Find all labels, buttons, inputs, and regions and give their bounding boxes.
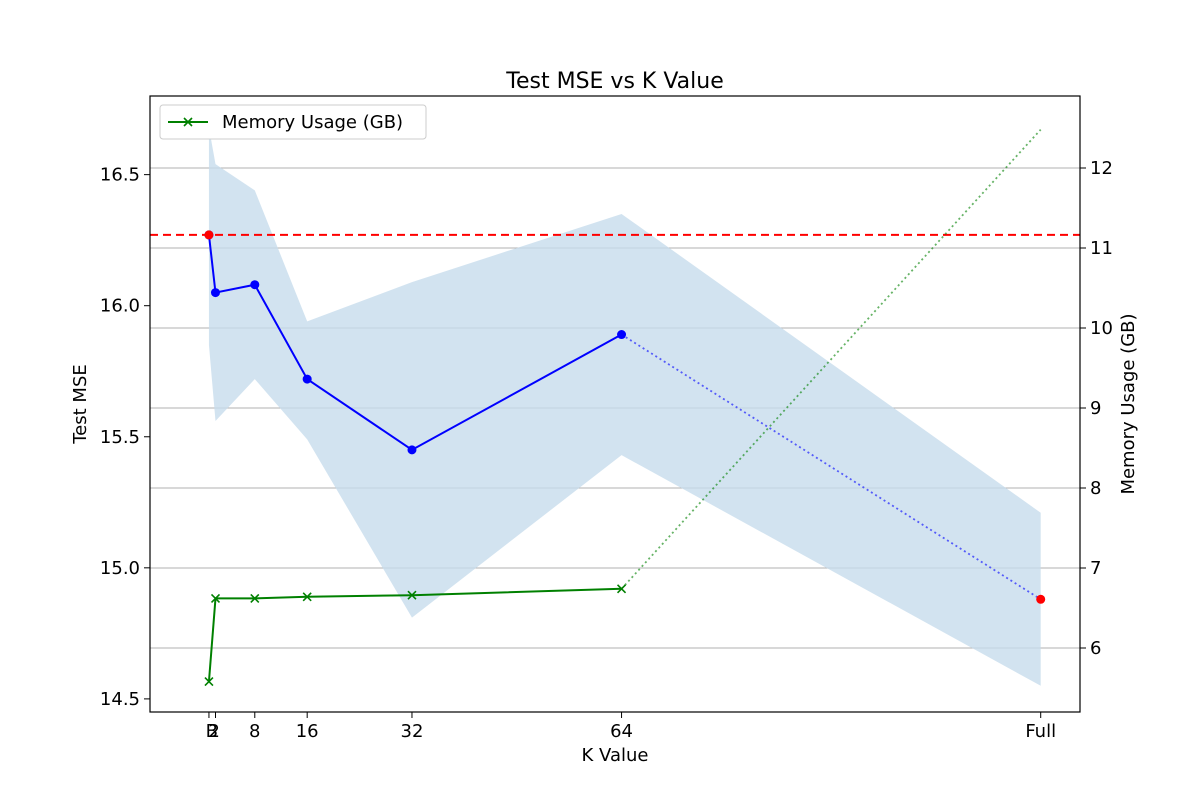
x-tick-label: 64: [610, 721, 633, 742]
band-area: [208, 127, 1041, 686]
x-axis-label: K Value: [582, 745, 649, 766]
y-tick-label: 16.5: [100, 165, 140, 186]
x-tick-label: B: [206, 721, 218, 742]
y-tick-label: 15.5: [100, 427, 140, 448]
y2-tick-label: 9: [1090, 398, 1101, 419]
data-point: [204, 230, 214, 240]
y-axis-left: 14.5 15.0 15.5 16.0 16.5: [100, 165, 150, 710]
legend-label-memory: Memory Usage (GB): [222, 112, 403, 133]
y-axis-label: Test MSE: [70, 364, 91, 445]
y2-tick-label: 8: [1090, 478, 1101, 499]
plot-frame: [149, 95, 1081, 713]
y-tick-label: 15.0: [100, 558, 140, 579]
series-line-4: [620, 128, 1042, 590]
y2-tick-label: 11: [1090, 238, 1113, 259]
y2-tick-label: 7: [1090, 558, 1101, 579]
y2-tick-label: 6: [1090, 638, 1101, 659]
chart-title: Test MSE vs K Value: [505, 69, 723, 94]
x-tick-label: Full: [1025, 721, 1056, 742]
data-point-x: [407, 590, 417, 600]
y-tick-label: 16.0: [100, 296, 140, 317]
data-point-x: [204, 677, 214, 687]
x-tick-label: 2: [208, 721, 219, 742]
data-point: [210, 288, 220, 298]
series-group: [204, 128, 1046, 687]
data-point: [302, 374, 312, 384]
series-line-3: [207, 587, 622, 682]
y-tick-label: 14.5: [100, 689, 140, 710]
legend-marker-memory: [183, 117, 193, 127]
y2-tick-label: 10: [1090, 318, 1113, 339]
data-point-x: [616, 584, 627, 594]
x-axis: B2 8 16 32 64 Full: [206, 712, 1056, 742]
y2-axis-label: Memory Usage (GB): [1118, 313, 1139, 494]
data-point-x: [250, 593, 260, 603]
x-tick-label: 32: [401, 721, 424, 742]
data-point: [250, 280, 260, 290]
series-line-0: [207, 234, 623, 452]
x-tick-label: 16: [296, 721, 319, 742]
data-point: [407, 445, 417, 455]
confidence-band: [208, 127, 1041, 686]
data-point-x: [302, 592, 312, 602]
data-point: [1036, 594, 1046, 604]
x-tick-label: 8: [249, 721, 260, 742]
data-point-x: [210, 593, 221, 603]
legend: Memory Usage (GB): [159, 104, 427, 140]
y-axis-right: 6 7 8 9 10 11 12: [1080, 158, 1113, 659]
legend-box: [159, 104, 427, 140]
y2-tick-label: 12: [1090, 158, 1113, 179]
